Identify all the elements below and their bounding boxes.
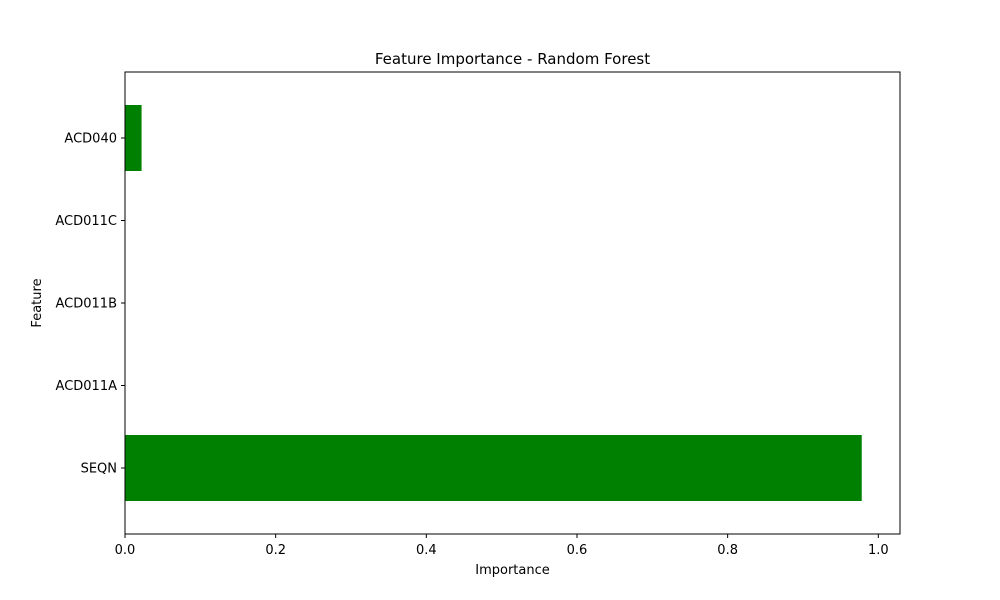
y-tick-label-acd011c: ACD011C bbox=[55, 214, 117, 229]
y-tick-label-acd011b: ACD011B bbox=[56, 297, 117, 312]
x-tick-label: 0.2 bbox=[265, 543, 286, 558]
x-axis-ticks: 0.0 0.2 0.4 0.6 0.8 1.0 bbox=[115, 534, 889, 558]
chart-title: Feature Importance - Random Forest bbox=[375, 50, 650, 68]
y-tick-label-acd011a: ACD011A bbox=[56, 379, 118, 394]
y-tick-label-acd040: ACD040 bbox=[64, 132, 117, 147]
x-tick-label: 0.6 bbox=[567, 543, 588, 558]
y-axis-title: Feature bbox=[30, 278, 45, 327]
x-tick-label: 1.0 bbox=[868, 543, 889, 558]
x-tick-label: 0.0 bbox=[115, 543, 136, 558]
bars-group bbox=[125, 105, 862, 501]
bar-acd040 bbox=[125, 105, 142, 171]
y-axis-ticks: SEQN ACD011A ACD011B ACD011C ACD040 bbox=[55, 132, 125, 477]
bar-seqn bbox=[125, 435, 862, 501]
x-tick-label: 0.8 bbox=[717, 543, 738, 558]
y-tick-label-seqn: SEQN bbox=[81, 462, 117, 477]
x-tick-label: 0.4 bbox=[416, 543, 437, 558]
x-axis-title: Importance bbox=[475, 563, 550, 578]
